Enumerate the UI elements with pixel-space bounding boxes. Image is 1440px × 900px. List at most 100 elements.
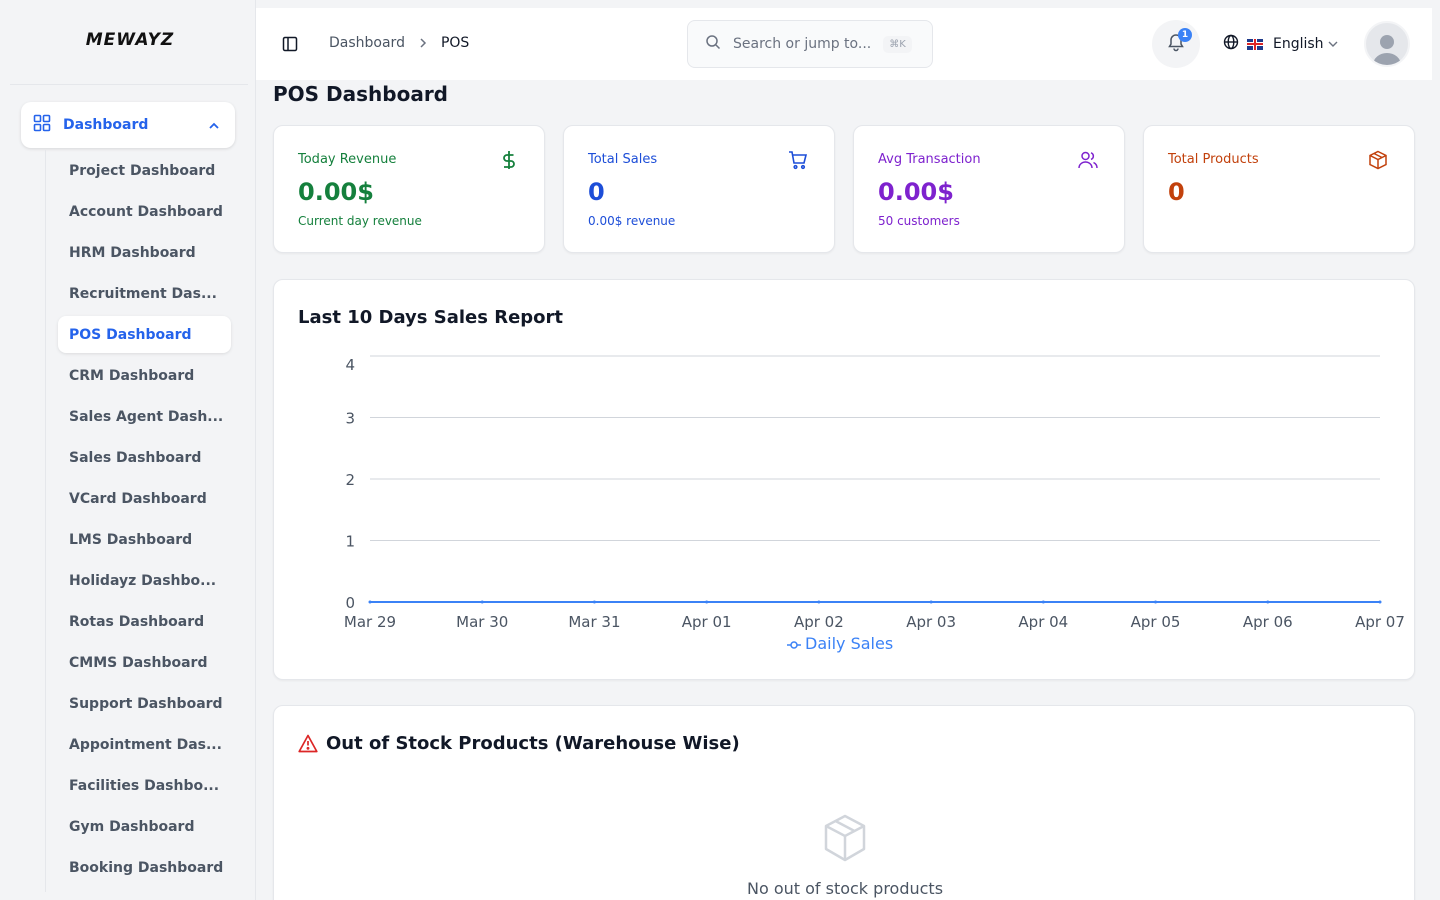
sidebar-item-pos-dashboard[interactable]: POS Dashboard (58, 316, 231, 353)
x-tick-label: Apr 03 (906, 613, 956, 631)
sidebar: MEWAYZ Dashboard Project Dashboard Accoun… (0, 0, 256, 900)
sidebar-item-facilities-dashbo[interactable]: Facilities Dashbo... (69, 777, 220, 794)
brand-logo[interactable]: MEWAYZ (85, 30, 175, 50)
breadcrumb-link-dashboard[interactable]: Dashboard (329, 35, 405, 51)
data-point (368, 600, 372, 604)
chevron-right-icon (418, 38, 428, 48)
y-tick-label: 3 (345, 410, 355, 428)
search-placeholder: Search or jump to... (733, 36, 872, 52)
uk-flag-icon (1247, 38, 1263, 50)
alert-triangle-icon (298, 734, 318, 757)
shortcut-hint: ⌘K (883, 35, 912, 53)
sidebar-item-gym-dashboard[interactable]: Gym Dashboard (69, 818, 195, 835)
globe-icon (1223, 34, 1239, 54)
sales-report-card: Last 10 Days Sales Report 0 1 2 3 4 Mar 29 Mar… (273, 279, 1415, 680)
data-point (480, 600, 484, 604)
nav-tree-line (45, 150, 46, 892)
package-icon (1368, 150, 1388, 174)
stat-card-total-products: Total Products 0 (1143, 125, 1415, 253)
x-tick-label: Apr 01 (682, 613, 732, 631)
data-point (1041, 600, 1045, 604)
x-tick-label: Apr 05 (1131, 613, 1181, 631)
data-point (1266, 600, 1270, 604)
x-tick-label: Mar 30 (456, 613, 508, 631)
sidebar-item-project-dashboard[interactable]: Project Dashboard (69, 162, 216, 179)
y-tick-label: 4 (345, 356, 355, 374)
breadcrumb-current: POS (440, 35, 470, 51)
stat-subtext: 50 customers (878, 214, 960, 228)
data-point (929, 600, 933, 604)
stat-card-today-revenue: Today Revenue 0.00$ Current day revenue (273, 125, 545, 253)
sidebar-item-vcard-dashboard[interactable]: VCard Dashboard (69, 490, 207, 507)
sales-report-title: Last 10 Days Sales Report (298, 307, 564, 328)
x-tick-label: Mar 31 (568, 613, 620, 631)
data-point (705, 600, 709, 604)
stat-subtext: Current day revenue (298, 214, 422, 228)
sidebar-item-appointment-das[interactable]: Appointment Das... (69, 736, 222, 753)
sidebar-item-crm-dashboard[interactable]: CRM Dashboard (69, 367, 195, 384)
data-point (592, 600, 596, 604)
x-tick-label: Mar 29 (344, 613, 396, 631)
x-tick-label: Apr 06 (1243, 613, 1293, 631)
stat-value: 0.00$ (298, 178, 374, 206)
sidebar-item-recruitment-das[interactable]: Recruitment Das... (69, 285, 217, 302)
y-tick-label: 0 (345, 594, 355, 612)
language-label: English (1273, 36, 1324, 52)
top-header: Dashboard POS Search or jump to... ⌘K 1 … (256, 8, 1432, 80)
empty-state-text: No out of stock products (746, 879, 944, 898)
sidebar-item-dashboard[interactable]: Dashboard (21, 102, 235, 148)
sidebar-item-lms-dashboard[interactable]: LMS Dashboard (69, 531, 193, 548)
notification-badge: 1 (1178, 28, 1192, 42)
sidebar-item-rotas-dashboard[interactable]: Rotas Dashboard (69, 613, 205, 630)
data-point (1154, 600, 1158, 604)
stat-subtext: 0.00$ revenue (588, 214, 676, 228)
stat-card-avg-transaction: Avg Transaction 0.00$ 50 customers (853, 125, 1125, 253)
y-tick-label: 2 (345, 471, 355, 489)
sidebar-item-support-dashboard[interactable]: Support Dashboard (69, 695, 223, 712)
sidebar-item-hrm-dashboard[interactable]: HRM Dashboard (69, 244, 196, 261)
legend-label: Daily Sales (805, 634, 893, 653)
stat-card-total-sales: Total Sales 0 0.00$ revenue (563, 125, 835, 253)
stat-value: 0.00$ (878, 178, 954, 206)
x-tick-label: Apr 07 (1355, 613, 1405, 631)
stat-label: Total Sales (588, 152, 658, 167)
sidebar-item-holidayz-dashbo[interactable]: Holidayz Dashbo... (69, 572, 217, 589)
x-tick-label: Apr 04 (1018, 613, 1068, 631)
out-of-stock-title: Out of Stock Products (Warehouse Wise) (326, 733, 740, 754)
page-title: POS Dashboard (273, 82, 448, 106)
shopping-cart-icon (788, 150, 808, 174)
search-icon (705, 34, 721, 54)
notifications-button[interactable]: 1 (1152, 20, 1200, 68)
out-of-stock-card: Out of Stock Products (Warehouse Wise) N… (273, 705, 1415, 900)
stat-label: Today Revenue (298, 152, 397, 167)
search-input[interactable]: Search or jump to... ⌘K (687, 20, 933, 68)
x-tick-label: Apr 02 (794, 613, 844, 631)
sidebar-item-booking-dashboard[interactable]: Booking Dashboard (69, 859, 224, 876)
y-tick-label: 1 (345, 533, 355, 551)
user-avatar[interactable] (1364, 21, 1410, 67)
legend-swatch-marker (790, 641, 798, 649)
language-selector[interactable]: English (1223, 34, 1339, 54)
grid-icon (33, 114, 51, 136)
breadcrumb: Dashboard POS (329, 35, 469, 51)
chevron-down-icon (1327, 38, 1339, 50)
sidebar-item-label: Dashboard (63, 117, 149, 133)
data-point (817, 600, 821, 604)
sales-line-chart: 0 1 2 3 4 Mar 29 Mar 30 Mar 31 Apr 01 Apr 02 Apr 0… (344, 355, 1405, 653)
data-point (1378, 600, 1382, 604)
users-icon (1078, 150, 1098, 174)
sidebar-item-sales-dashboard[interactable]: Sales Dashboard (69, 449, 202, 466)
sidebar-submenu: Project Dashboard Account Dashboard HRM Da… (58, 152, 231, 890)
sidebar-item-account-dashboard[interactable]: Account Dashboard (69, 203, 223, 220)
sidebar-item-sales-agent-dash[interactable]: Sales Agent Dash... (69, 408, 224, 425)
stat-value: 0 (588, 178, 605, 206)
logo-divider (10, 84, 248, 85)
page-scrollbar[interactable] (1432, 0, 1440, 900)
stat-value: 0 (1168, 178, 1185, 206)
sidebar-item-cmms-dashboard[interactable]: CMMS Dashboard (69, 654, 208, 671)
chevron-up-icon (207, 118, 221, 137)
empty-box-icon (823, 814, 867, 866)
sidebar-toggle-icon[interactable] (282, 36, 298, 56)
stat-label: Avg Transaction (878, 152, 981, 167)
dollar-icon (500, 150, 518, 174)
